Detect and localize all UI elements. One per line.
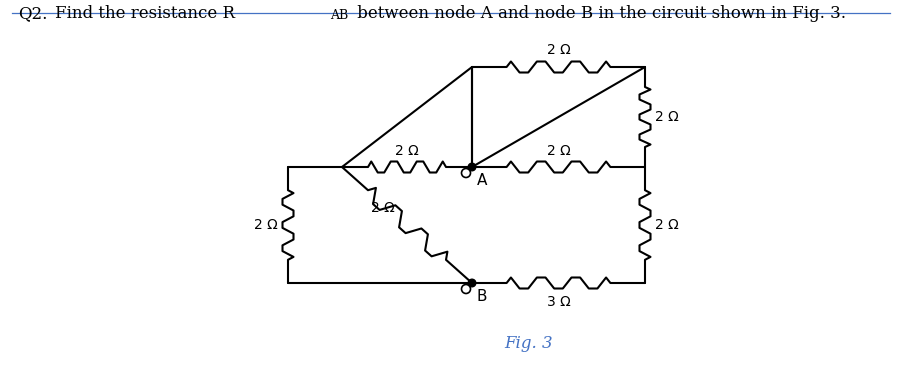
Text: Q2.: Q2. [18, 5, 48, 22]
Text: 2 Ω: 2 Ω [371, 201, 395, 215]
Circle shape [469, 279, 476, 287]
Text: AB: AB [330, 9, 349, 22]
Text: 2 Ω: 2 Ω [655, 110, 678, 124]
Text: A: A [477, 173, 487, 188]
Text: 2 Ω: 2 Ω [655, 218, 678, 232]
Text: 2 Ω: 2 Ω [547, 144, 570, 158]
Text: 2 Ω: 2 Ω [547, 43, 570, 57]
Text: 2 Ω: 2 Ω [254, 218, 278, 232]
Text: 2 Ω: 2 Ω [396, 144, 419, 158]
Text: Find the resistance R: Find the resistance R [55, 5, 235, 22]
Text: between node A and node B in the circuit shown in Fig. 3.: between node A and node B in the circuit… [352, 5, 846, 22]
Text: Fig. 3: Fig. 3 [505, 335, 553, 352]
Circle shape [469, 163, 476, 171]
Text: B: B [477, 289, 487, 304]
Text: 3 Ω: 3 Ω [547, 295, 570, 309]
